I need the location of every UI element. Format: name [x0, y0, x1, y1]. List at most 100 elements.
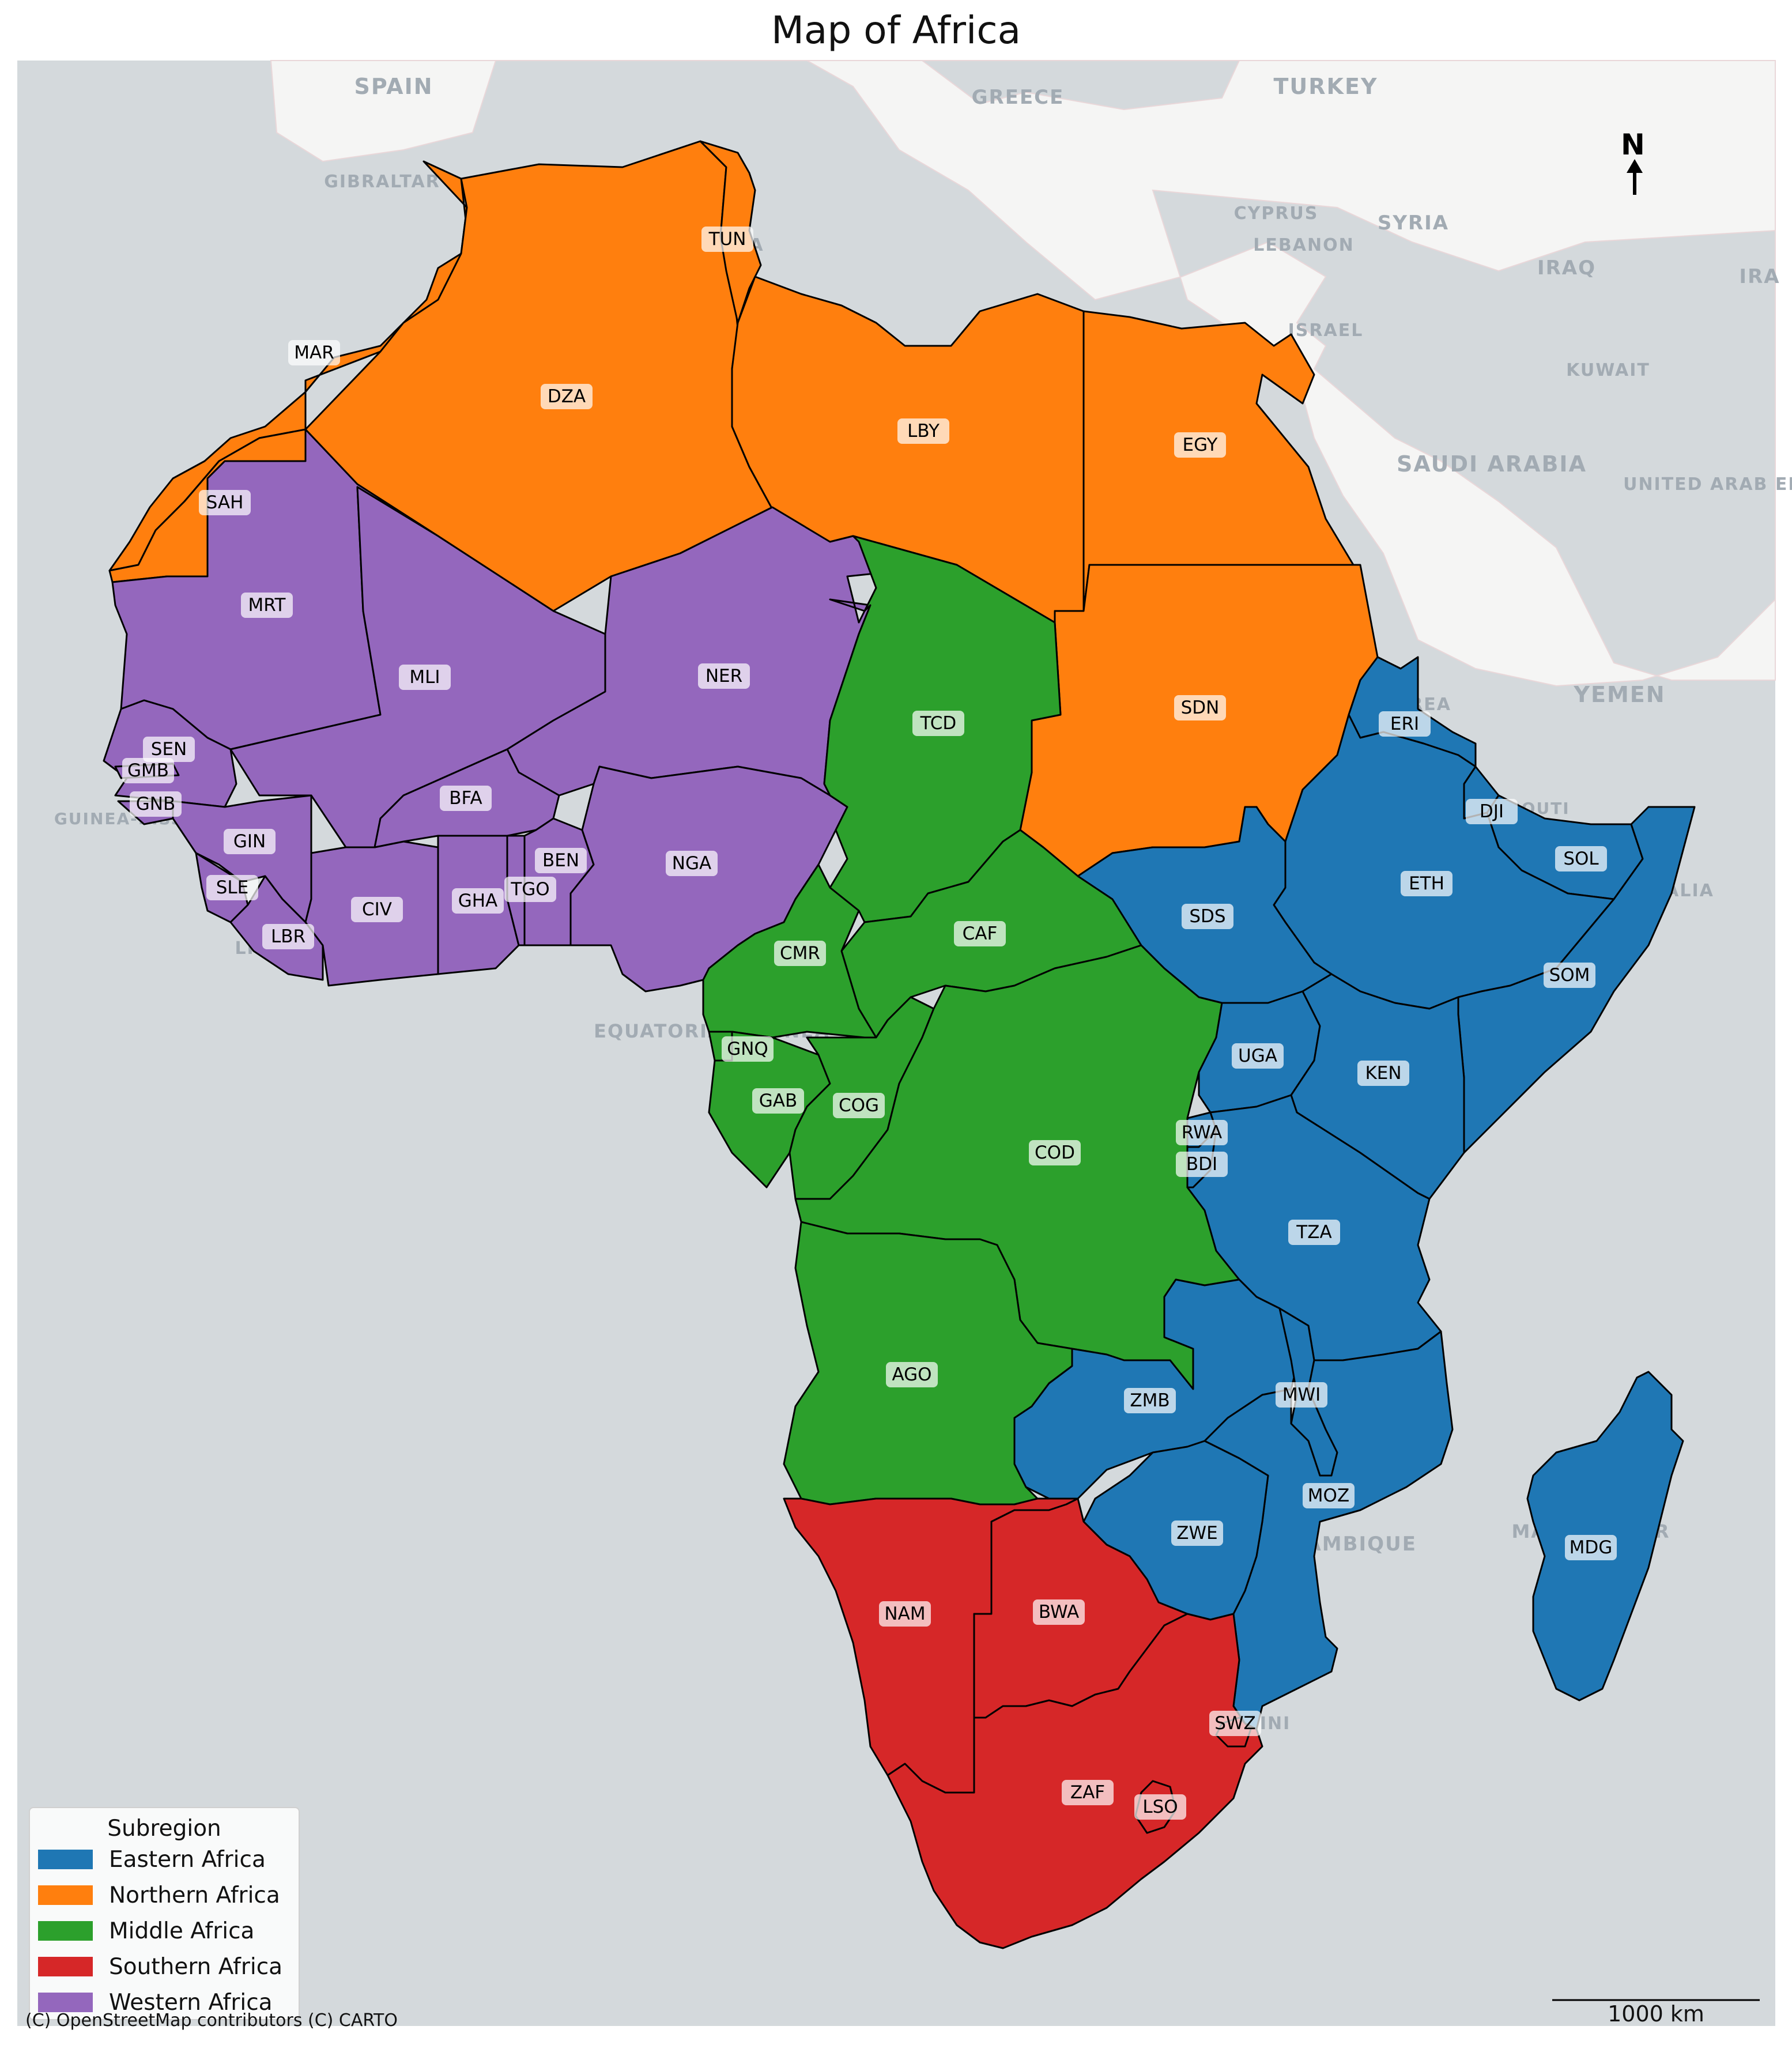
svg-text:LSO: LSO [1142, 1797, 1178, 1817]
basemap-label-cyprus: CYPRUS [1234, 203, 1319, 224]
legend-swatch [38, 1850, 93, 1869]
country-label-ERI: ERI [1379, 711, 1431, 737]
svg-text:EGY: EGY [1182, 435, 1217, 455]
country-label-GHA: GHA [452, 888, 504, 914]
basemap-label-kuwait: KUWAIT [1566, 360, 1650, 380]
country-label-DZA: DZA [541, 384, 593, 409]
svg-text:ETH: ETH [1409, 873, 1444, 894]
legend-item-southern-africa: Southern Africa [30, 1949, 299, 1984]
country-label-MRT: MRT [241, 593, 293, 618]
north-arrow-icon [1627, 159, 1643, 195]
country-label-SOM: SOM [1544, 963, 1595, 988]
svg-text:TGO: TGO [510, 879, 549, 900]
basemap-label-israel: ISRAEL [1288, 320, 1364, 341]
legend-label: Eastern Africa [109, 1846, 266, 1873]
scale-bar-label: 1000 km [1608, 2001, 1704, 2027]
svg-text:NAM: NAM [884, 1604, 925, 1624]
basemap-label-greece: GREECE [972, 86, 1065, 109]
svg-text:SOL: SOL [1563, 848, 1599, 869]
legend-swatch [38, 1993, 93, 2012]
country-label-EGY: EGY [1174, 432, 1226, 458]
basemap-label-gibraltar: GIBRALTAR [324, 172, 440, 192]
svg-text:BDI: BDI [1186, 1154, 1217, 1175]
basemap-label-spain: SPAIN [354, 74, 433, 99]
svg-text:MDG: MDG [1570, 1537, 1613, 1558]
legend-item-middle-africa: Middle Africa [30, 1913, 299, 1949]
svg-text:MOZ: MOZ [1308, 1485, 1349, 1506]
country-label-SWZ: SWZ [1209, 1711, 1261, 1736]
country-label-MAR: MAR [288, 340, 340, 365]
basemap-label-iraq: IRAQ [1537, 256, 1596, 280]
country-label-SDS: SDS [1182, 904, 1233, 929]
svg-text:MRT: MRT [248, 595, 286, 616]
country-label-SDN: SDN [1174, 695, 1226, 720]
svg-text:COD: COD [1035, 1142, 1075, 1163]
svg-text:CAF: CAF [963, 923, 998, 944]
country-label-MOZ: MOZ [1303, 1483, 1355, 1508]
svg-text:TCD: TCD [920, 713, 957, 734]
country-label-GMB: GMB [122, 758, 174, 783]
legend-label: Northern Africa [109, 1882, 280, 1908]
svg-text:SEN: SEN [151, 739, 187, 760]
svg-text:SWZ: SWZ [1214, 1713, 1256, 1734]
country-label-CIV: CIV [351, 897, 403, 922]
country-label-LBY: LBY [897, 418, 949, 444]
country-label-LSO: LSO [1134, 1794, 1186, 1820]
svg-text:CMR: CMR [780, 943, 820, 964]
svg-text:CIV: CIV [362, 899, 392, 920]
svg-text:LBY: LBY [907, 421, 940, 442]
svg-text:SDS: SDS [1189, 906, 1225, 927]
country-label-AGO: AGO [886, 1362, 938, 1387]
country-label-TGO: TGO [504, 877, 556, 902]
svg-text:AGO: AGO [892, 1364, 931, 1385]
svg-text:KEN: KEN [1365, 1063, 1401, 1084]
svg-text:UGA: UGA [1238, 1046, 1277, 1066]
legend-item-northern-africa: Northern Africa [30, 1877, 299, 1913]
country-label-BEN: BEN [535, 848, 587, 873]
country-label-BWA: BWA [1033, 1599, 1085, 1625]
country-label-MLI: MLI [399, 665, 451, 690]
basemap-label-turkey: TURKEY [1274, 74, 1378, 99]
svg-text:BEN: BEN [542, 850, 579, 871]
country-label-ZAF: ZAF [1062, 1780, 1114, 1805]
country-label-NAM: NAM [879, 1601, 931, 1627]
svg-text:RWA: RWA [1182, 1122, 1222, 1143]
country-label-GAB: GAB [752, 1088, 804, 1114]
svg-text:DZA: DZA [548, 386, 586, 407]
country-label-CAF: CAF [954, 921, 1006, 946]
country-label-NER: NER [698, 663, 750, 689]
svg-text:ZWE: ZWE [1176, 1523, 1217, 1544]
legend-item-eastern-africa: Eastern Africa [30, 1842, 299, 1877]
country-label-ETH: ETH [1401, 871, 1453, 896]
legend-title: Subregion [107, 1816, 221, 1842]
basemap-label-united-arab-emirates: UNITED ARAB EMIRATES [1623, 474, 1792, 495]
svg-text:GNB: GNB [136, 794, 175, 814]
country-label-NGA: NGA [666, 851, 718, 876]
svg-text:LBR: LBR [271, 926, 305, 947]
country-label-MWI: MWI [1276, 1382, 1327, 1408]
basemap-label-ira: IRA [1739, 265, 1780, 288]
country-label-TCD: TCD [912, 711, 964, 736]
svg-text:ZAF: ZAF [1070, 1782, 1105, 1803]
svg-text:MAR: MAR [294, 342, 334, 363]
country-label-BDI: BDI [1176, 1152, 1228, 1177]
svg-text:MWI: MWI [1282, 1384, 1321, 1405]
legend-label: Middle Africa [109, 1918, 255, 1944]
country-label-UGA: UGA [1232, 1043, 1284, 1069]
basemap-label-saudi-arabia: SAUDI ARABIA [1397, 451, 1587, 477]
svg-text:GMB: GMB [127, 760, 169, 781]
country-label-GIN: GIN [224, 829, 276, 854]
country-label-ZWE: ZWE [1171, 1521, 1223, 1546]
svg-text:COG: COG [839, 1095, 879, 1116]
country-label-SAH: SAH [199, 490, 251, 515]
attribution: (C) OpenStreetMap contributors (C) CARTO [25, 2010, 398, 2031]
svg-text:ZMB: ZMB [1130, 1390, 1169, 1411]
country-label-CMR: CMR [774, 941, 826, 966]
basemap-label-yemen: YEMEN [1573, 682, 1665, 707]
country-label-SOL: SOL [1555, 846, 1607, 871]
country-label-COG: COG [833, 1093, 885, 1118]
svg-text:NGA: NGA [672, 853, 711, 874]
svg-text:SDN: SDN [1181, 697, 1220, 718]
svg-text:SOM: SOM [1549, 965, 1590, 986]
